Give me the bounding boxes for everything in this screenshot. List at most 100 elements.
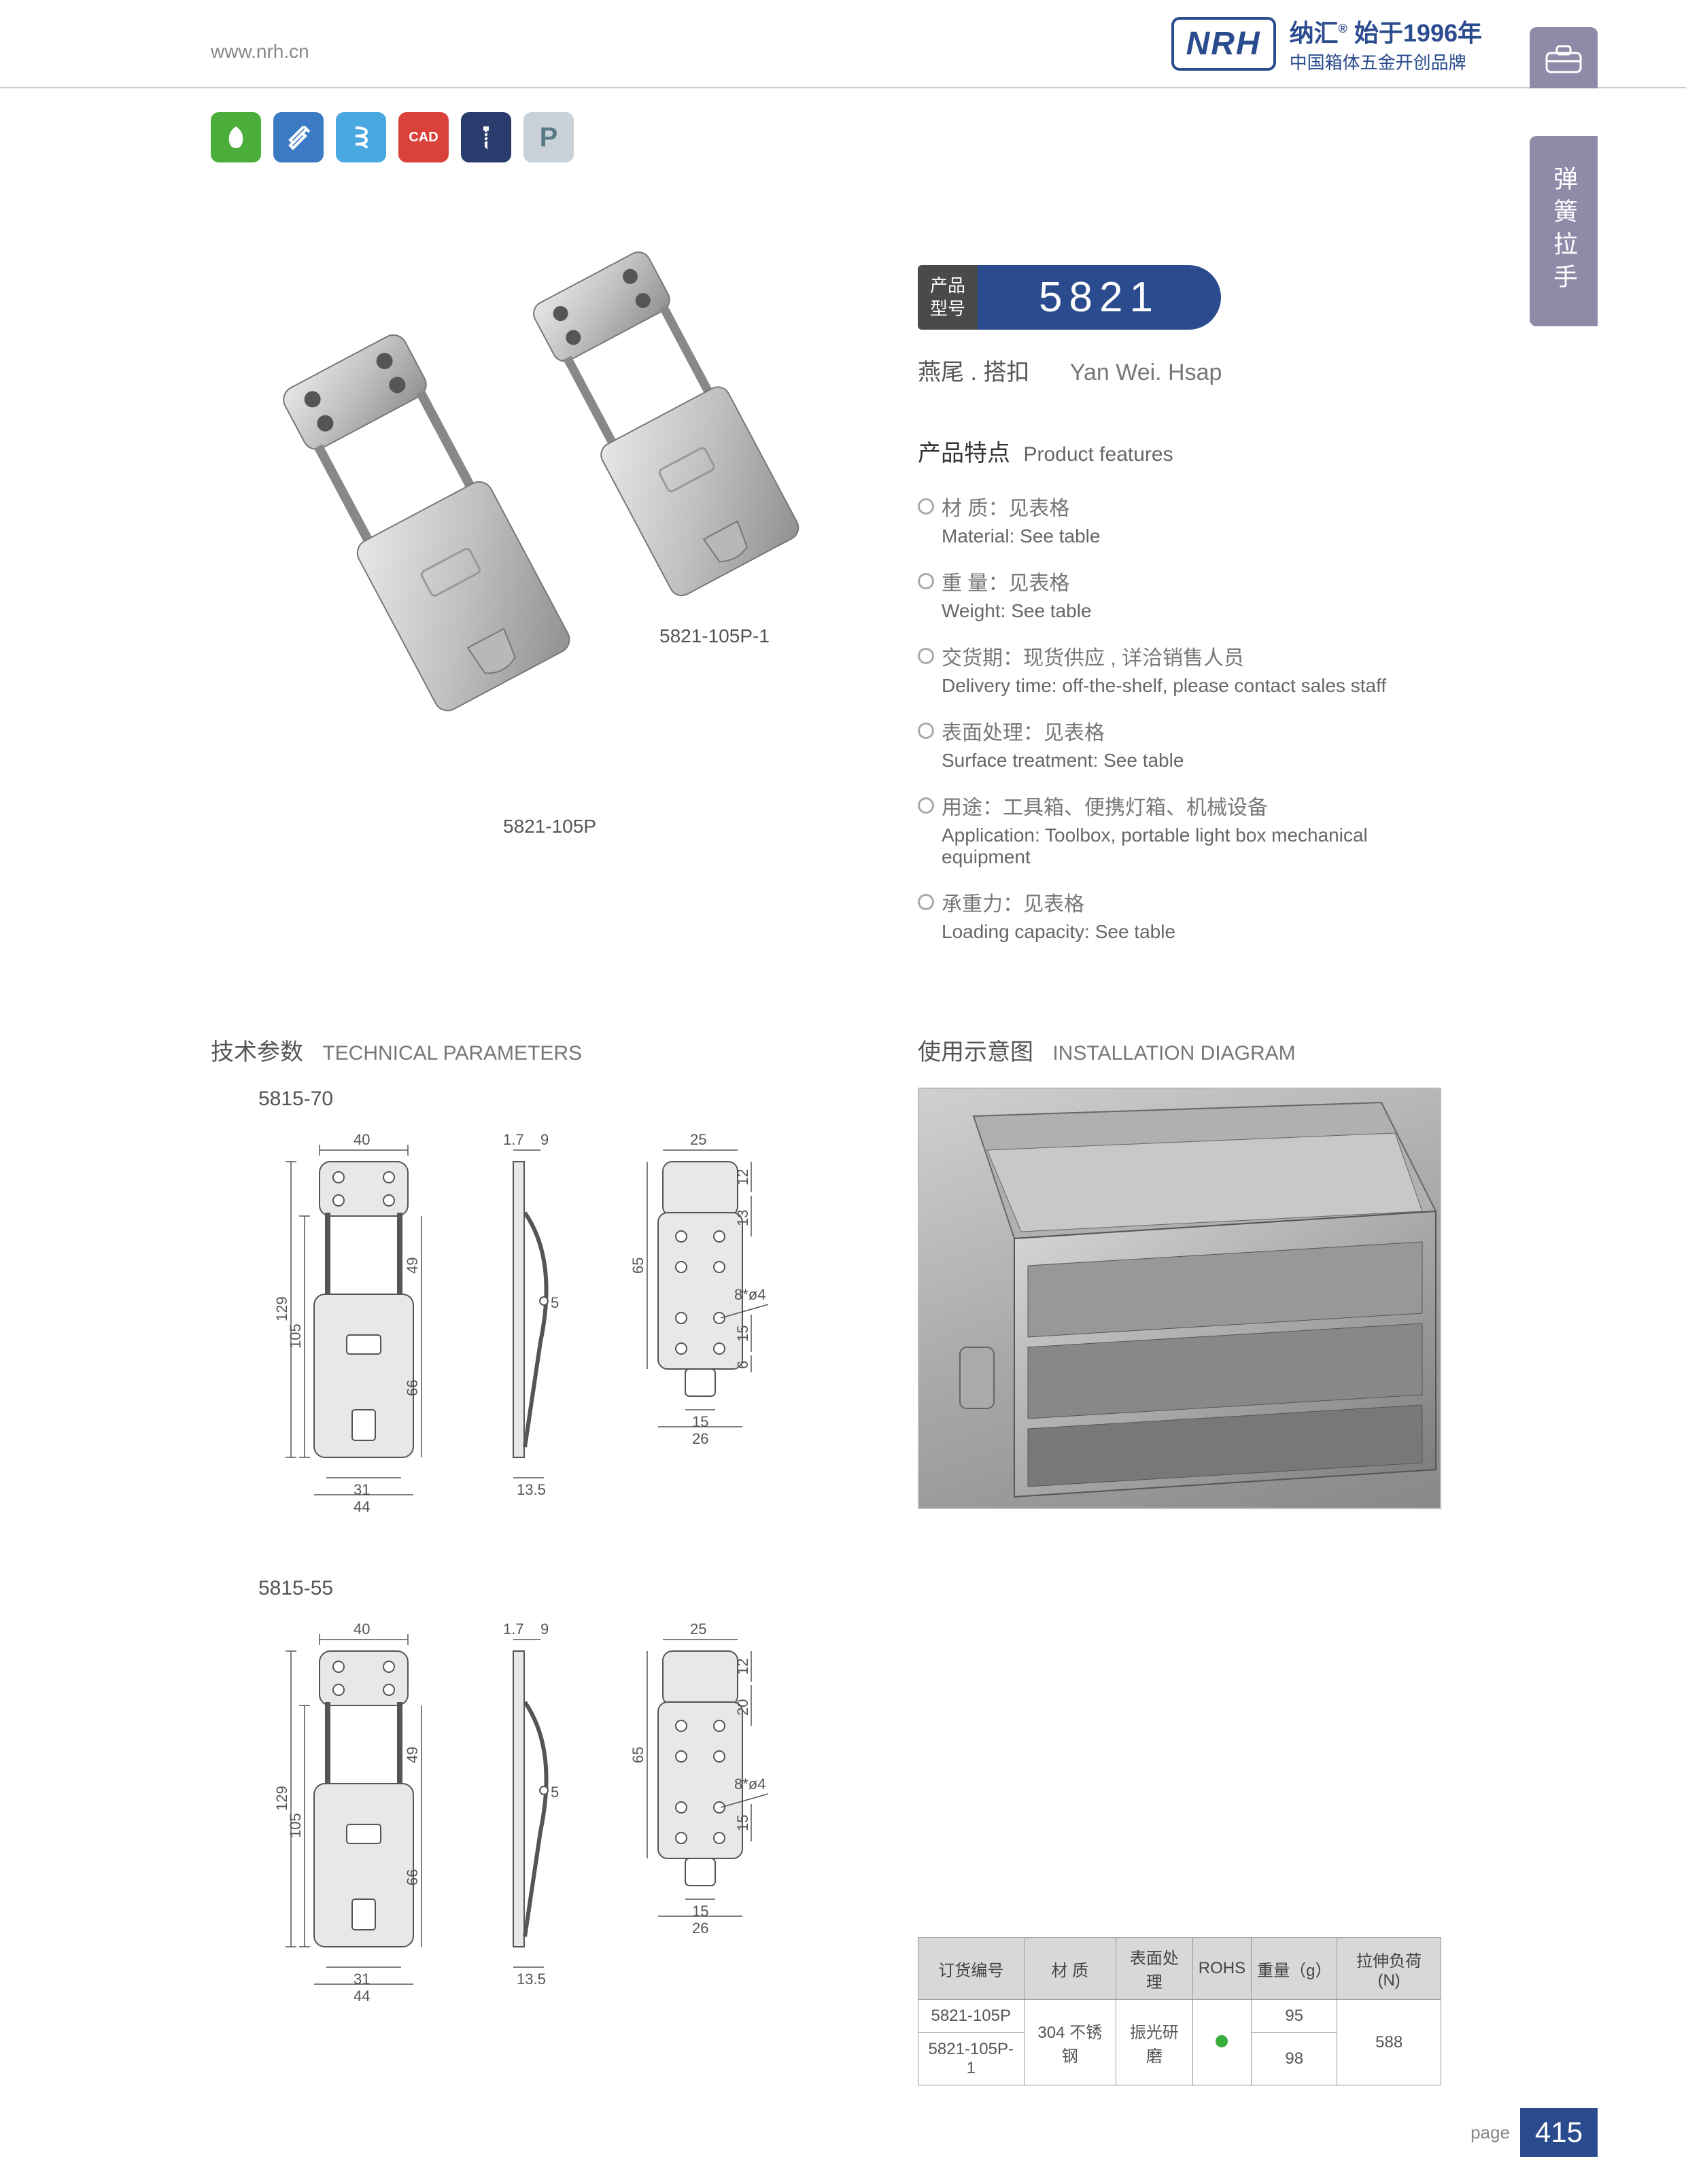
cell-weight: 98 (1252, 2033, 1337, 2085)
table-row: 5821-105P 304 不锈钢 振光研磨 95 588 (918, 2000, 1441, 2033)
product-render-area: 5821-105P-1 5821-105P (211, 231, 850, 843)
feature-item: 交货期：现货供应 , 详洽销售人员 Delivery time: off-the… (918, 641, 1441, 697)
drawing-label: 5815-70 (258, 1088, 782, 1111)
svg-text:129: 129 (273, 1296, 290, 1321)
cell-code: 5821-105P (918, 2000, 1025, 2033)
spec-table: 订货编号材 质表面处理ROHS重量（g）拉伸负荷 (N) 5821-105P 3… (918, 1937, 1441, 2085)
drawing-catch-view: 25 65 12 13 15 6 8*ø4 15 26 (625, 1124, 782, 1519)
side-tab-category: 弹簧拉手 (1530, 136, 1598, 326)
drawing-catch-view: 25 65 12 20 15 8*ø4 15 26 (625, 1614, 782, 2008)
technical-drawing: 5815-55 40 129 105 49 66 31 44 (258, 1577, 782, 2008)
drawing-side-view: 1.7 9 5 13.5 (476, 1614, 585, 2008)
svg-text:9: 9 (540, 1131, 549, 1148)
technical-drawing: 5815-70 40 129 105 49 66 31 44 (258, 1088, 782, 1519)
svg-text:25: 25 (690, 1131, 706, 1148)
feature-item: 材 质：见表格 Material: See table (918, 491, 1441, 547)
table-header: 拉伸负荷 (N) (1337, 1938, 1441, 2000)
brand-line-2: 中国箱体五金开创品牌 (1290, 49, 1482, 74)
product-name: 燕尾 . 搭扣 Yan Wei. Hsap (918, 353, 1441, 387)
svg-text:65: 65 (630, 1258, 647, 1274)
feature-item: 重 量：见表格 Weight: See table (918, 566, 1441, 622)
feature-en: Loading capacity: See table (918, 921, 1441, 943)
svg-text:5: 5 (551, 1294, 559, 1311)
svg-text:13: 13 (734, 1210, 751, 1226)
feature-cn: 交货期：现货供应 , 详洽销售人员 (918, 641, 1441, 671)
table-header: 材 质 (1024, 1938, 1116, 2000)
page-label: page (1470, 2122, 1510, 2143)
cell-weight: 95 (1252, 2000, 1337, 2033)
cell-code: 5821-105P-1 (918, 2033, 1025, 2085)
svg-text:40: 40 (354, 1620, 370, 1637)
svg-text:12: 12 (734, 1169, 751, 1185)
brand-line-1: 纳汇® 始于1996年 (1290, 14, 1482, 49)
svg-text:15: 15 (692, 1413, 708, 1430)
side-tab-icon (1530, 27, 1598, 88)
eco-icon (211, 112, 261, 162)
svg-text:66: 66 (404, 1380, 421, 1396)
svg-text:12: 12 (734, 1659, 751, 1675)
table-header: 重量（g） (1252, 1938, 1337, 2000)
svg-text:8*ø4: 8*ø4 (734, 1775, 765, 1792)
tech-params-header: 技术参数 TECHNICAL PARAMETERS (211, 1033, 582, 1067)
p-icon: P (523, 112, 574, 162)
cad-icon: CAD (398, 112, 449, 162)
screw-icon (461, 112, 511, 162)
render-label-2: 5821-105P (503, 816, 596, 837)
svg-text:13.5: 13.5 (517, 1481, 546, 1498)
drawing-front-view: 40 129 105 49 66 31 44 (258, 1614, 435, 2008)
svg-text:44: 44 (354, 1498, 370, 1515)
feature-en: Weight: See table (918, 600, 1441, 622)
feature-cn: 用途：工具箱、便携灯箱、机械设备 (918, 791, 1441, 820)
svg-text:31: 31 (354, 1481, 370, 1498)
logo-area: NRH 纳汇® 始于1996年 中国箱体五金开创品牌 (1171, 14, 1482, 74)
svg-text:40: 40 (354, 1131, 370, 1148)
svg-text:6: 6 (734, 1361, 751, 1369)
spring-icon (336, 112, 386, 162)
svg-text:15: 15 (692, 1903, 708, 1920)
logo-mark: NRH (1171, 17, 1276, 71)
feature-cn: 表面处理：见表格 (918, 716, 1441, 746)
website-url: www.nrh.cn (211, 41, 309, 63)
render-label-1: 5821-105P-1 (659, 625, 770, 647)
svg-text:65: 65 (630, 1747, 647, 1763)
product-info-panel: 产品 型号 5821 燕尾 . 搭扣 Yan Wei. Hsap 产品特点 Pr… (918, 265, 1441, 962)
feature-cn: 重 量：见表格 (918, 566, 1441, 596)
feature-item: 表面处理：见表格 Surface treatment: See table (918, 716, 1441, 772)
table-header: 表面处理 (1116, 1938, 1192, 2000)
svg-text:13.5: 13.5 (517, 1971, 546, 1988)
svg-text:15: 15 (734, 1815, 751, 1831)
svg-text:31: 31 (354, 1971, 370, 1988)
product-render-back (503, 238, 829, 619)
page-footer: page 415 (1470, 2108, 1598, 2157)
svg-text:105: 105 (287, 1813, 304, 1838)
svg-text:44: 44 (354, 1988, 370, 2005)
tools-icon (273, 112, 324, 162)
svg-text:1.7: 1.7 (503, 1620, 524, 1637)
cell-rohs (1192, 2000, 1251, 2085)
toolbox-icon (1543, 41, 1584, 75)
svg-text:8*ø4: 8*ø4 (734, 1286, 765, 1303)
table-header: 订货编号 (918, 1938, 1025, 2000)
svg-text:129: 129 (273, 1786, 290, 1811)
svg-text:1.7: 1.7 (503, 1131, 524, 1148)
drawing-front-view: 40 129 105 49 66 31 44 (258, 1124, 435, 1519)
model-badge: 产品 型号 5821 (918, 265, 1441, 330)
features-title: 产品特点 Product features (918, 434, 1441, 468)
drawing-label: 5815-55 (258, 1577, 782, 1600)
svg-text:25: 25 (690, 1620, 706, 1637)
cell-surface: 振光研磨 (1116, 2000, 1192, 2085)
svg-text:9: 9 (540, 1620, 549, 1637)
svg-text:105: 105 (287, 1323, 304, 1349)
page-number: 415 (1520, 2108, 1598, 2157)
model-number: 5821 (978, 265, 1221, 330)
table-header: ROHS (1192, 1938, 1251, 2000)
page-header: www.nrh.cn NRH 纳汇® 始于1996年 中国箱体五金开创品牌 (0, 0, 1686, 88)
install-diagram-header: 使用示意图 INSTALLATION DIAGRAM (918, 1033, 1296, 1067)
feature-en: Delivery time: off-the-shelf, please con… (918, 675, 1441, 697)
feature-item: 承重力：见表格 Loading capacity: See table (918, 887, 1441, 943)
features-block: 产品特点 Product features 材 质：见表格 Material: … (918, 434, 1441, 943)
installation-photo (918, 1088, 1441, 1509)
feature-cn: 材 质：见表格 (918, 491, 1441, 521)
feature-en: Material: See table (918, 525, 1441, 547)
drawing-side-view: 1.7 9 5 13.5 (476, 1124, 585, 1519)
